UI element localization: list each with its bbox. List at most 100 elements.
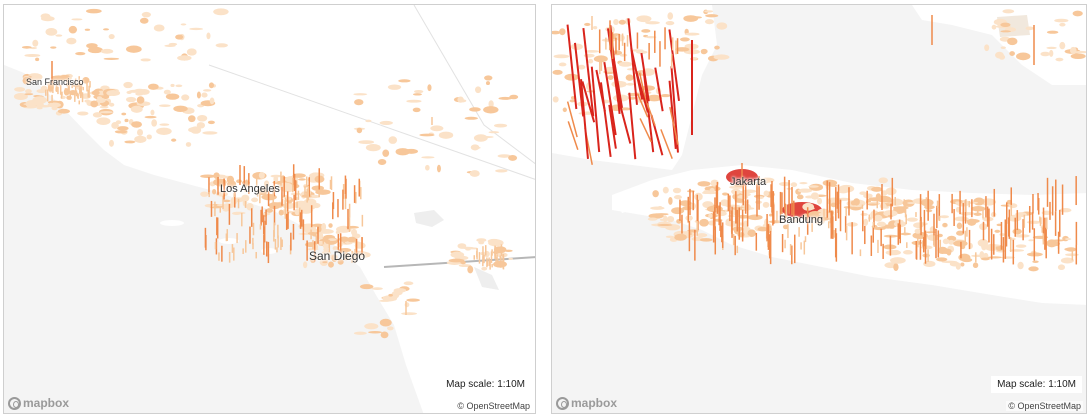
population-spike: [580, 79, 589, 159]
population-area: [863, 218, 869, 226]
population-area: [401, 312, 418, 316]
population-area: [1009, 51, 1015, 56]
population-area: [1049, 49, 1054, 57]
population-area: [14, 87, 26, 92]
population-area: [289, 203, 297, 207]
population-area: [1017, 261, 1024, 270]
population-area: [994, 229, 1001, 233]
population-area: [509, 94, 519, 100]
population-area: [988, 244, 1001, 247]
population-area: [714, 45, 720, 50]
population-area: [1059, 22, 1066, 27]
population-area: [1055, 57, 1064, 62]
population-area: [45, 27, 58, 36]
population-spikes-layer: [13, 8, 519, 339]
population-area: [470, 144, 480, 151]
attribution-link[interactable]: © OpenStreetMap: [1006, 401, 1083, 411]
population-area: [412, 107, 421, 113]
population-area: [892, 249, 900, 254]
population-area: [652, 190, 659, 198]
population-area: [103, 28, 110, 31]
population-area: [382, 295, 398, 302]
population-area: [173, 105, 188, 112]
population-area: [294, 208, 300, 216]
california-map-canvas[interactable]: [4, 5, 536, 414]
population-area: [339, 236, 350, 242]
population-area: [485, 81, 490, 86]
population-area: [668, 196, 673, 205]
population-area: [645, 35, 657, 39]
attribution-link[interactable]: © OpenStreetMap: [455, 401, 532, 411]
population-area: [469, 107, 481, 112]
population-area: [564, 73, 579, 81]
population-area: [51, 106, 58, 111]
population-area: [713, 54, 730, 60]
map-panel-california[interactable]: San Francisco Los Angeles San Diego Map …: [3, 4, 536, 414]
mapbox-logo[interactable]: mapbox: [556, 396, 617, 410]
population-area: [917, 222, 928, 226]
population-area: [867, 203, 878, 206]
population-area: [387, 84, 402, 90]
population-area: [436, 164, 441, 173]
population-area: [473, 134, 488, 142]
population-area: [607, 75, 614, 80]
population-area: [311, 202, 321, 209]
java-map-canvas[interactable]: [552, 5, 1087, 414]
population-area: [496, 252, 508, 258]
population-spike: [590, 66, 601, 153]
population-area: [808, 211, 822, 219]
population-area: [699, 218, 709, 227]
population-area: [159, 123, 170, 126]
population-area: [231, 211, 242, 215]
population-area: [406, 99, 422, 103]
population-area: [206, 32, 211, 40]
population-area: [138, 88, 150, 95]
population-area: [665, 235, 675, 239]
island-shape: [612, 190, 647, 213]
population-area: [322, 260, 328, 264]
population-area: [495, 169, 508, 173]
population-area: [806, 206, 815, 210]
population-area: [625, 74, 634, 81]
population-area: [791, 215, 801, 223]
population-area: [47, 102, 61, 108]
population-area: [24, 93, 34, 96]
population-area: [1000, 30, 1011, 33]
population-area: [115, 120, 122, 125]
population-spike: [668, 29, 680, 102]
population-area: [715, 210, 727, 217]
population-area: [685, 215, 693, 221]
population-area: [619, 53, 628, 57]
population-area: [284, 210, 295, 214]
population-area: [321, 222, 327, 231]
population-area: [504, 249, 513, 252]
population-area: [368, 331, 383, 334]
population-area: [873, 214, 883, 222]
population-area: [879, 203, 887, 209]
mapbox-logo[interactable]: mapbox: [8, 396, 69, 410]
channel-island: [160, 220, 184, 226]
population-area: [164, 44, 176, 47]
population-area: [99, 111, 113, 114]
population-area: [991, 24, 997, 30]
population-area: [141, 11, 151, 18]
population-area: [297, 201, 302, 208]
population-spike: [573, 42, 585, 117]
population-area: [356, 127, 363, 134]
mapbox-logo-icon: [8, 396, 21, 410]
population-area: [200, 191, 209, 197]
population-area: [430, 125, 444, 132]
population-area: [92, 112, 103, 118]
population-area: [438, 131, 454, 139]
population-area: [246, 203, 254, 211]
mapbox-logo-text: mapbox: [571, 396, 618, 410]
population-area: [207, 120, 215, 125]
population-area: [121, 112, 127, 116]
population-area: [427, 84, 432, 92]
population-area: [354, 99, 364, 106]
population-area: [641, 29, 651, 33]
map-panel-java[interactable]: Jakarta Bandung Map scale: 1:10M © OpenS…: [551, 4, 1087, 414]
population-area: [467, 265, 474, 274]
population-area: [114, 130, 128, 134]
population-area: [636, 50, 648, 54]
